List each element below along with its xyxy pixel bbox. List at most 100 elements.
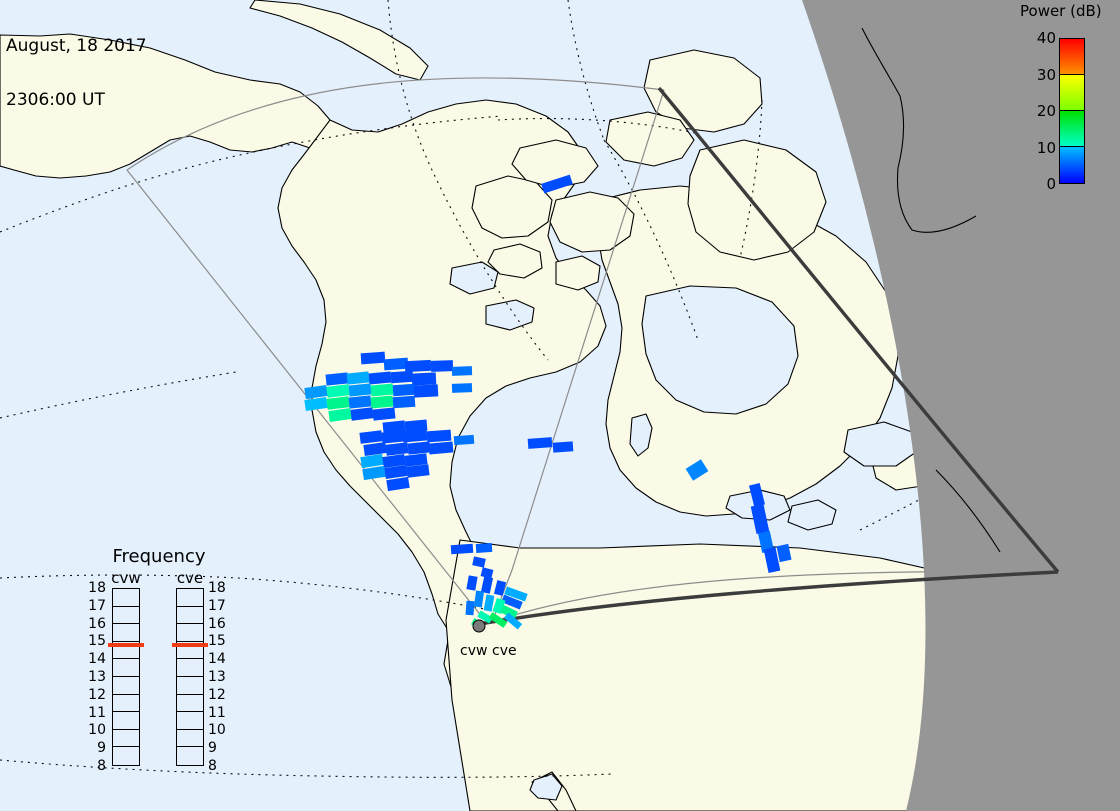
backscatter-cell — [428, 441, 454, 455]
frequency-scale-cell — [177, 695, 203, 713]
colorbar-title: Power (dB) — [1020, 2, 1102, 20]
frequency-legend-title: Frequency — [112, 546, 206, 567]
backscatter-cell — [411, 372, 437, 386]
frequency-tick-label: 17 — [208, 597, 226, 614]
land-island-melville — [511, 139, 599, 189]
frequency-scale-cell — [113, 695, 139, 713]
backscatter-cell — [385, 442, 409, 456]
backscatter-cell — [304, 397, 328, 411]
colorbar-segment — [1060, 75, 1084, 111]
frequency-scale-cell — [177, 642, 203, 660]
backscatter-cell — [451, 383, 473, 393]
backscatter-cell — [392, 395, 416, 409]
frequency-tick-label: 13 — [88, 669, 106, 685]
backscatter-cell — [384, 465, 408, 479]
frequency-scale-cell — [177, 712, 203, 730]
graticule-lat-a — [0, 115, 503, 233]
backscatter-cell — [763, 547, 781, 573]
backscatter-cell — [368, 371, 392, 385]
backscatter-cell — [326, 396, 350, 410]
backscatter-cell — [426, 429, 452, 443]
inland-water-group — [449, 261, 917, 801]
night-shadow — [802, 0, 1120, 811]
graticule-lon-a — [387, 0, 549, 361]
land-alaska-north — [249, 0, 429, 81]
backscatter-cell — [475, 542, 493, 554]
backscatter-cell — [326, 384, 350, 398]
frequency-tick-label: 18 — [88, 580, 106, 596]
backscatter-cell — [360, 453, 384, 469]
frequency-scale-cell — [113, 730, 139, 748]
backscatter-cell — [404, 359, 432, 373]
land-island-victoria — [549, 191, 635, 253]
water-lake-winnipeg — [629, 413, 653, 457]
backscatter-cell — [402, 429, 428, 443]
backscatter-cell — [477, 610, 493, 624]
backscatter-cell — [750, 503, 770, 535]
backscatter-cell — [304, 385, 328, 399]
backscatter-cell — [503, 612, 523, 630]
land-island-baffin — [687, 139, 827, 261]
water-gulf-st-lawrence — [843, 421, 917, 467]
colorbar-segment — [1060, 111, 1084, 147]
frequency-scale-cell — [177, 659, 203, 677]
frequency-tick-label: 12 — [208, 686, 226, 703]
backscatter-cell — [370, 395, 394, 409]
backscatter-cell — [406, 464, 430, 478]
backscatter-cell — [466, 575, 478, 591]
backscatter-cell — [527, 437, 553, 449]
radar-site-marker — [472, 619, 486, 633]
water-great-bear-lake — [449, 261, 499, 295]
backscatter-cell — [749, 482, 765, 508]
terminator-group — [479, 0, 1120, 811]
colorbar-tick-label: 40 — [1036, 29, 1056, 47]
shadow-coast-greenland — [861, 27, 977, 233]
frequency-tick-label: 15 — [88, 633, 106, 650]
water-great-lakes-b — [787, 499, 837, 531]
water-salt-lake — [529, 773, 563, 801]
terminator-line-lower — [479, 570, 1059, 626]
radar-site-label-cve: cve — [492, 643, 517, 659]
colorbar-segment — [1060, 39, 1084, 75]
backscatter-cell — [493, 580, 507, 596]
colorbar-tick-label: 20 — [1036, 102, 1056, 120]
backscatter-cell — [552, 441, 574, 453]
graticule-lat-c — [0, 574, 501, 613]
backscatter-cell — [350, 407, 374, 421]
backscatter-cell — [430, 360, 454, 372]
frequency-tick-label: 11 — [208, 704, 226, 721]
backscatter-cell — [383, 357, 409, 371]
backscatter-cell — [346, 371, 370, 385]
frequency-scale-cell — [177, 607, 203, 625]
title-date: August, 18 2017 — [6, 36, 147, 56]
backscatter-cell — [360, 351, 386, 365]
backscatter-cell — [390, 370, 414, 384]
backscatter-cell — [363, 442, 387, 456]
backscatter-cell — [483, 594, 495, 612]
frequency-scale-cve — [176, 588, 204, 766]
land-island-small-a — [487, 243, 543, 279]
colorbar-tick-label: 30 — [1036, 65, 1056, 84]
backscatter-cell — [382, 420, 406, 434]
frequency-scale-cell — [113, 712, 139, 730]
frequency-scale-cvw — [112, 588, 140, 766]
water-great-slave-lake — [485, 299, 535, 331]
frequency-scale-cell — [113, 607, 139, 625]
colorbar-tick-label: 10 — [1036, 138, 1056, 157]
frequency-tick-label: 13 — [208, 669, 226, 685]
water-hudson-bay — [641, 285, 799, 415]
graticule-lon-c — [739, 99, 763, 259]
graticule-lat-d — [0, 759, 613, 778]
frequency-tick-label: 14 — [208, 651, 226, 668]
frequency-legend: Frequency cvw cve 18 18 17 17 16 16 15 15 14 14 13 13… — [84, 546, 234, 786]
frequency-scale-cell — [177, 730, 203, 748]
backscatter-cell — [325, 372, 349, 386]
backscatter-cell — [381, 430, 405, 444]
frequency-scale-cell — [113, 589, 139, 607]
frequency-tick-label: 11 — [88, 704, 106, 721]
shadow-coast-group — [861, 27, 1001, 553]
